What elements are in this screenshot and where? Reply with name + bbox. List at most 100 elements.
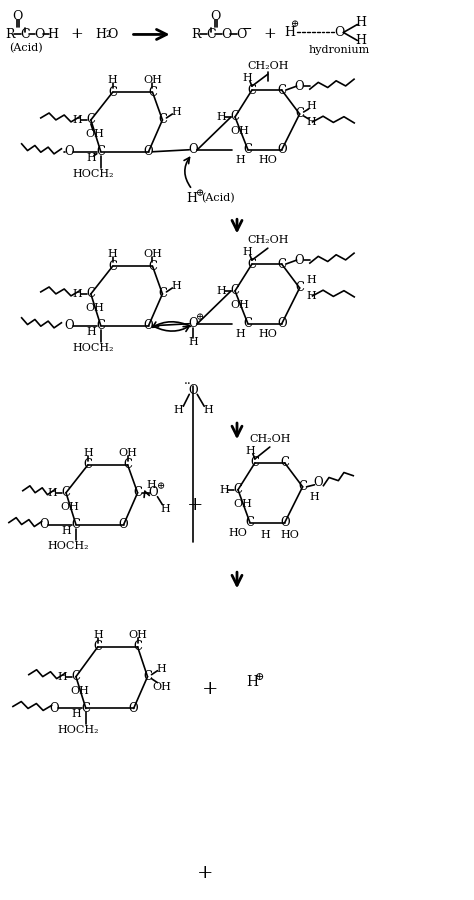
Text: O: O bbox=[277, 143, 287, 157]
Text: ⊕: ⊕ bbox=[196, 313, 204, 322]
Text: hydronium: hydronium bbox=[309, 45, 370, 56]
Text: OH: OH bbox=[71, 686, 90, 696]
Text: OH: OH bbox=[143, 76, 162, 86]
Text: C: C bbox=[280, 456, 289, 470]
Text: +: + bbox=[187, 496, 203, 514]
Text: HO: HO bbox=[258, 155, 277, 165]
Text: C: C bbox=[133, 486, 142, 500]
Text: OH: OH bbox=[61, 501, 80, 512]
Text: OH: OH bbox=[234, 499, 252, 508]
Text: H: H bbox=[246, 675, 258, 688]
Text: C: C bbox=[143, 670, 152, 683]
Text: H: H bbox=[216, 286, 226, 296]
Text: C: C bbox=[295, 282, 304, 294]
Text: O: O bbox=[334, 26, 345, 39]
Text: C: C bbox=[244, 317, 253, 330]
Text: OH: OH bbox=[85, 129, 104, 139]
Text: +: + bbox=[264, 27, 276, 41]
Text: H: H bbox=[216, 112, 226, 122]
Text: −: − bbox=[242, 23, 252, 36]
Text: HOCH₂: HOCH₂ bbox=[72, 168, 114, 178]
Text: HOCH₂: HOCH₂ bbox=[72, 343, 114, 353]
Text: O: O bbox=[189, 317, 198, 330]
Text: C: C bbox=[86, 287, 95, 301]
Text: (Acid): (Acid) bbox=[201, 194, 235, 203]
Text: O: O bbox=[64, 320, 74, 332]
Text: H: H bbox=[61, 526, 71, 536]
Text: OH: OH bbox=[143, 249, 162, 259]
Text: H: H bbox=[93, 630, 103, 640]
Text: H: H bbox=[71, 709, 81, 719]
Text: HO: HO bbox=[258, 328, 277, 338]
Text: H: H bbox=[188, 337, 198, 347]
Text: O: O bbox=[108, 28, 118, 40]
Text: O: O bbox=[189, 143, 198, 157]
Text: H: H bbox=[307, 275, 317, 285]
Text: C: C bbox=[20, 28, 30, 40]
Text: HOCH₂: HOCH₂ bbox=[47, 542, 89, 552]
Text: O: O bbox=[129, 702, 138, 715]
Text: H: H bbox=[187, 192, 198, 205]
Text: C: C bbox=[277, 257, 286, 271]
Text: C: C bbox=[108, 86, 117, 99]
Text: C: C bbox=[72, 670, 81, 683]
Text: C: C bbox=[234, 483, 243, 496]
Text: H: H bbox=[156, 663, 166, 674]
Text: +: + bbox=[197, 863, 213, 881]
Text: C: C bbox=[133, 640, 142, 653]
Text: H: H bbox=[47, 28, 59, 40]
Text: CH₂OH: CH₂OH bbox=[247, 61, 289, 71]
Text: H: H bbox=[172, 281, 181, 291]
Text: C: C bbox=[82, 702, 91, 715]
Text: C: C bbox=[230, 284, 239, 297]
Text: H: H bbox=[161, 504, 170, 514]
Text: H: H bbox=[245, 446, 255, 456]
Text: C: C bbox=[72, 518, 81, 531]
Text: H: H bbox=[284, 26, 295, 39]
Text: +: + bbox=[71, 27, 83, 41]
Text: H: H bbox=[307, 117, 317, 127]
Text: C: C bbox=[246, 516, 255, 529]
Text: C: C bbox=[230, 111, 239, 123]
Text: H: H bbox=[83, 448, 93, 458]
Text: C: C bbox=[295, 107, 304, 121]
Text: (Acid): (Acid) bbox=[9, 43, 43, 53]
Text: O: O bbox=[221, 28, 231, 40]
Text: OH: OH bbox=[230, 126, 249, 136]
Text: O: O bbox=[49, 702, 59, 715]
Text: H: H bbox=[172, 107, 181, 117]
Text: R: R bbox=[191, 28, 201, 40]
Text: C: C bbox=[277, 84, 286, 96]
Text: OH: OH bbox=[128, 630, 147, 640]
Text: HO: HO bbox=[280, 529, 299, 539]
Text: C: C bbox=[247, 84, 256, 96]
Text: O: O bbox=[144, 145, 153, 158]
Text: HO: HO bbox=[228, 527, 247, 537]
Text: H: H bbox=[356, 16, 367, 29]
Text: O: O bbox=[295, 79, 304, 93]
Text: C: C bbox=[83, 458, 92, 472]
Text: OH: OH bbox=[85, 302, 104, 313]
Text: H: H bbox=[203, 405, 213, 415]
Text: O: O bbox=[314, 476, 323, 490]
Text: H: H bbox=[235, 328, 245, 338]
Text: CH₂OH: CH₂OH bbox=[247, 235, 289, 245]
Text: H: H bbox=[310, 491, 319, 501]
Text: H: H bbox=[72, 115, 82, 125]
Text: H: H bbox=[108, 76, 118, 86]
Text: H: H bbox=[108, 249, 118, 259]
Text: H: H bbox=[173, 405, 183, 415]
Text: ··: ·· bbox=[184, 378, 192, 392]
Text: H: H bbox=[242, 248, 252, 257]
Text: ⊕: ⊕ bbox=[196, 189, 204, 198]
Text: H: H bbox=[235, 155, 245, 165]
Text: ⊕: ⊕ bbox=[255, 671, 264, 681]
Text: O: O bbox=[12, 10, 22, 23]
Text: C: C bbox=[250, 456, 259, 470]
Text: C: C bbox=[123, 458, 132, 472]
Text: 2: 2 bbox=[106, 31, 111, 40]
Text: ⊕: ⊕ bbox=[157, 482, 165, 491]
Text: C: C bbox=[158, 287, 167, 301]
Text: O: O bbox=[189, 384, 198, 397]
Text: H: H bbox=[242, 73, 252, 83]
